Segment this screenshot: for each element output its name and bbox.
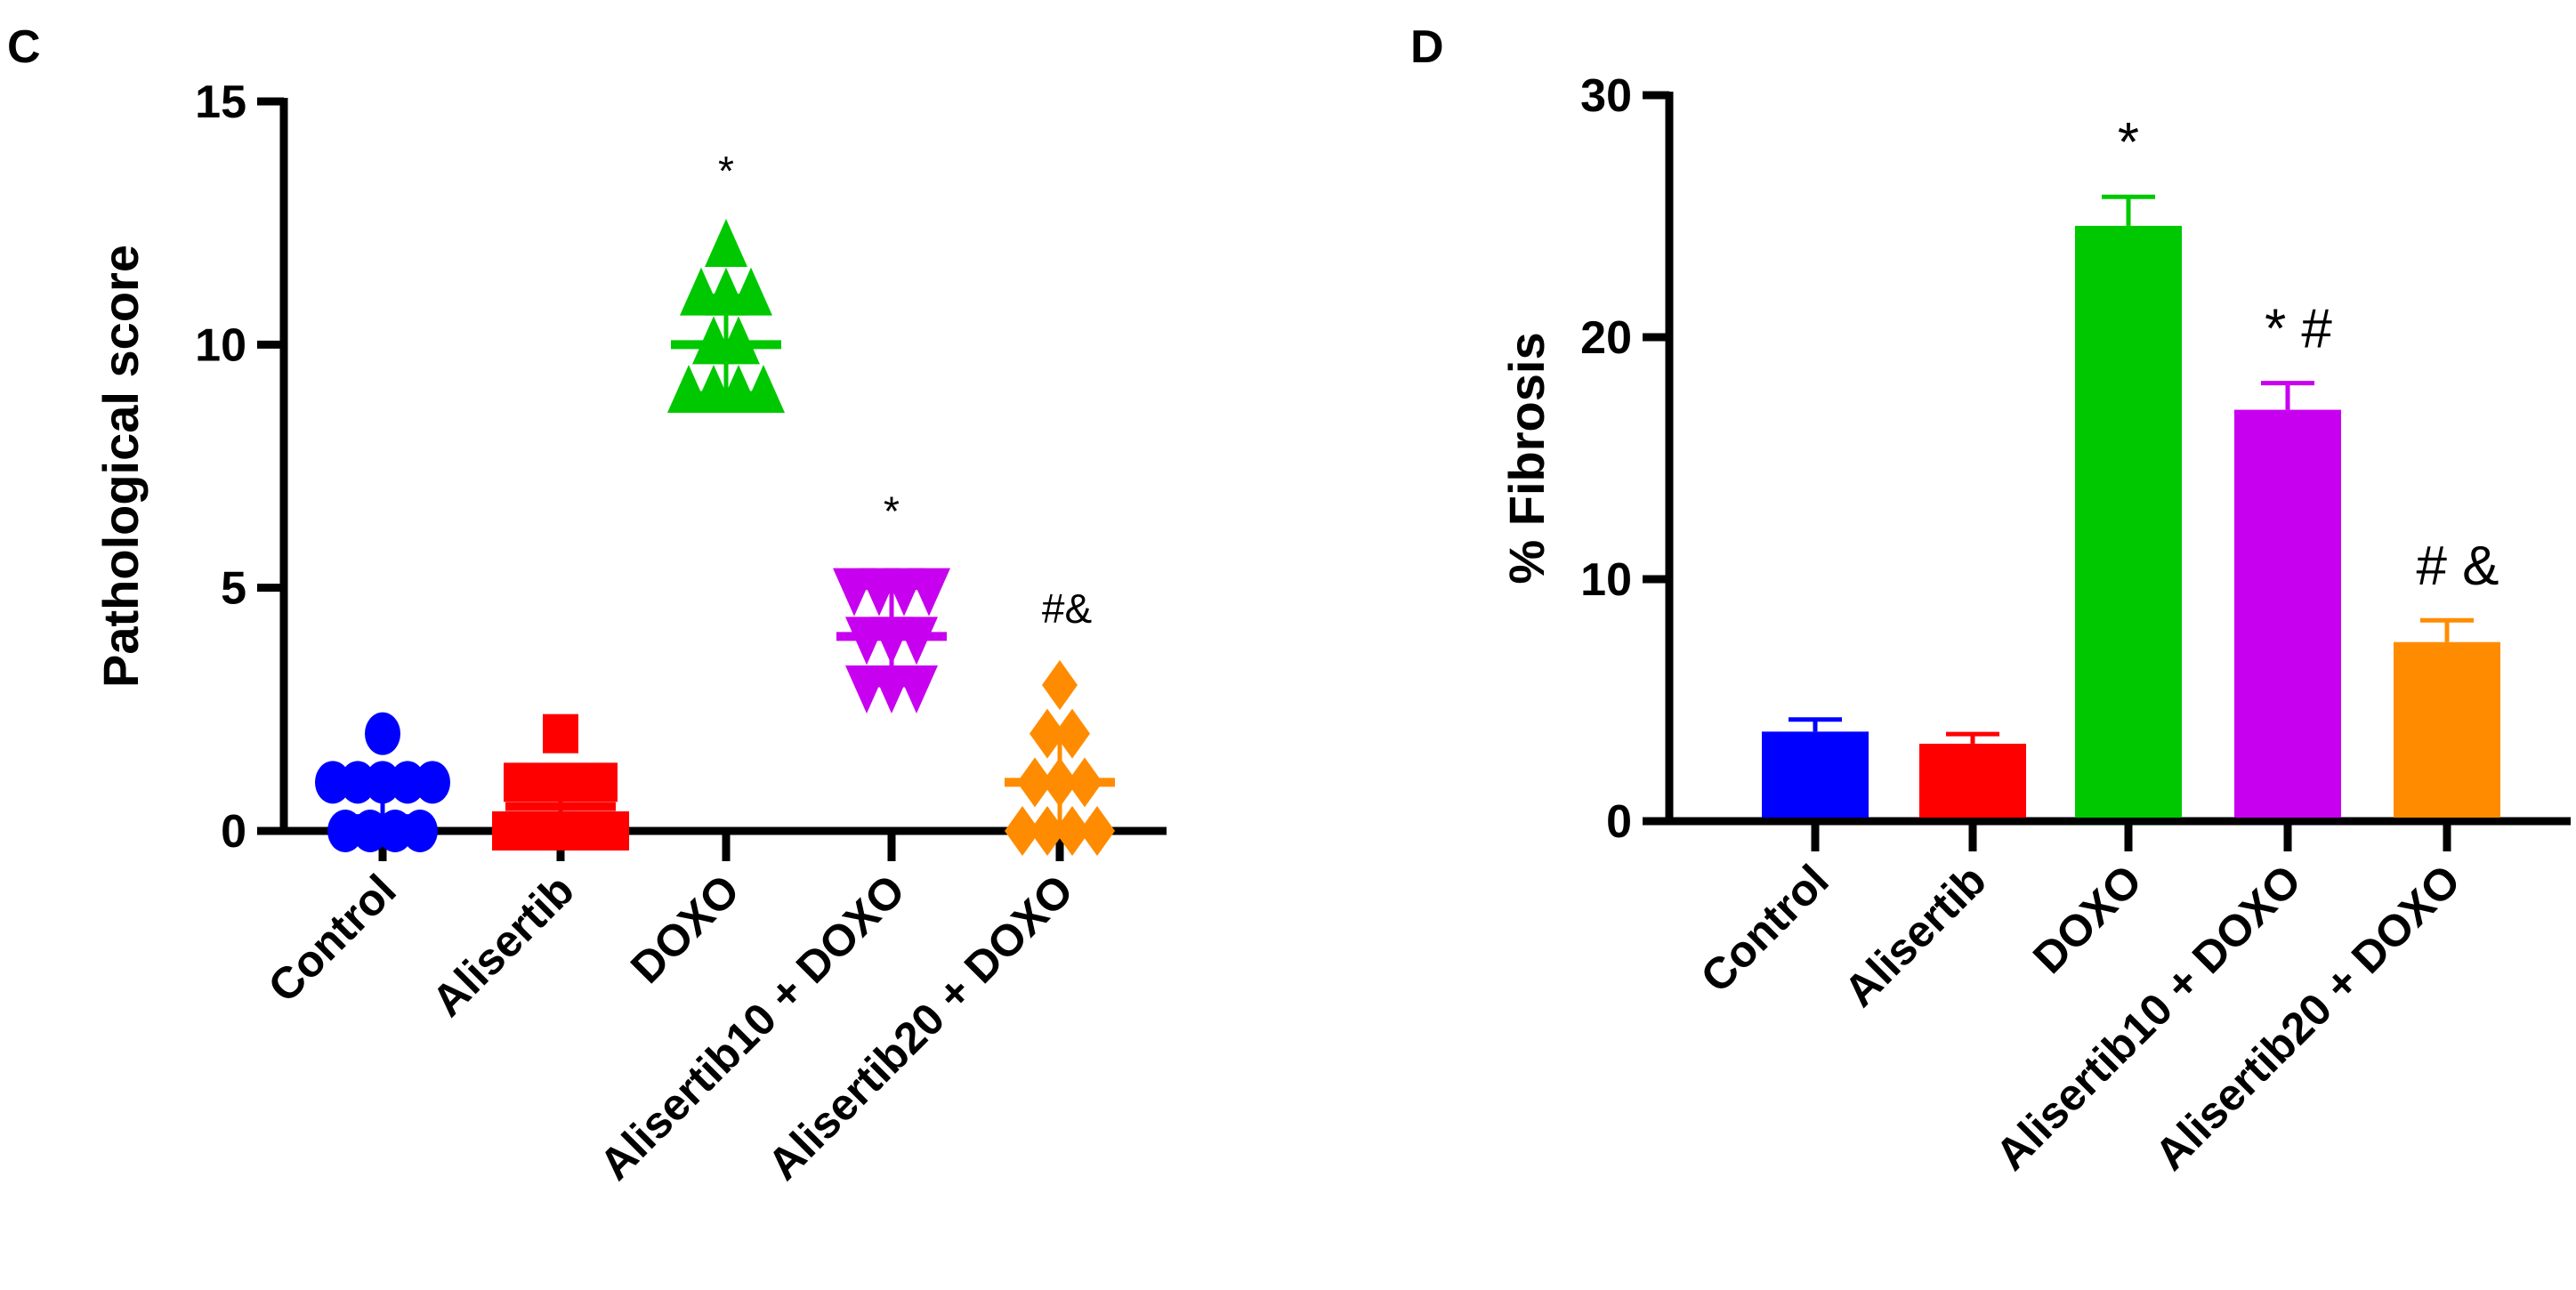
significance-annotation: * xyxy=(884,488,900,535)
bar xyxy=(1919,743,2026,818)
x-tick-label: Control xyxy=(1692,855,1838,1002)
x-tick-label: Alisertib20 + DOXO xyxy=(758,865,1083,1189)
data-point-triangle-up xyxy=(730,267,772,316)
data-point-circle xyxy=(377,810,413,852)
bar xyxy=(2234,409,2341,818)
y-tick-label: 0 xyxy=(1606,796,1632,848)
significance-annotation: * # xyxy=(2265,299,2332,360)
y-tick-label: 15 xyxy=(195,77,246,128)
x-tick-label: Alisertib20 + DOXO xyxy=(2145,855,2470,1180)
x-tick-label: DOXO xyxy=(2023,855,2152,983)
y-tick-label: 0 xyxy=(221,806,246,858)
x-tick-label: DOXO xyxy=(621,865,749,993)
x-tick-label: Control xyxy=(259,865,406,1012)
y-tick-label: 20 xyxy=(1580,312,1632,364)
panel-label-d: D xyxy=(1410,21,1444,73)
x-tick-label: Alisertib10 + DOXO xyxy=(1986,855,2311,1180)
bar xyxy=(2394,641,2500,818)
x-tick-label: Alisertib xyxy=(423,865,584,1026)
x-tick-label: Alisertib xyxy=(1835,855,1996,1016)
data-point-diamond xyxy=(1005,806,1040,856)
y-axis-label-d: % Fibrosis xyxy=(1498,332,1554,584)
y-axis-label-c: Pathological score xyxy=(93,245,149,688)
bar xyxy=(1762,731,1869,818)
y-tick-label: 10 xyxy=(195,319,246,371)
significance-annotation: * xyxy=(718,148,734,194)
significance-annotation: # & xyxy=(2416,536,2499,597)
bar xyxy=(2075,225,2182,818)
data-point-circle xyxy=(402,810,438,852)
significance-annotation: #& xyxy=(1042,585,1092,632)
y-tick-label: 5 xyxy=(221,563,246,615)
data-point-triangle-down xyxy=(908,568,950,617)
data-point-circle xyxy=(365,712,400,755)
data-point-triangle-up xyxy=(742,365,785,413)
data-point-circle xyxy=(352,810,388,852)
data-point-diamond xyxy=(1042,660,1078,710)
y-tick-label: 30 xyxy=(1580,70,1632,122)
data-point-triangle-down xyxy=(895,665,938,714)
significance-annotation: * xyxy=(2118,112,2139,173)
x-tick-label: Alisertib10 + DOXO xyxy=(590,865,915,1189)
data-point-square xyxy=(543,714,578,754)
panel-label-c: C xyxy=(7,21,41,73)
y-tick-label: 10 xyxy=(1580,554,1632,606)
data-point-diamond xyxy=(1079,806,1115,856)
data-point-triangle-up xyxy=(705,219,747,267)
data-point-circle xyxy=(327,810,363,852)
